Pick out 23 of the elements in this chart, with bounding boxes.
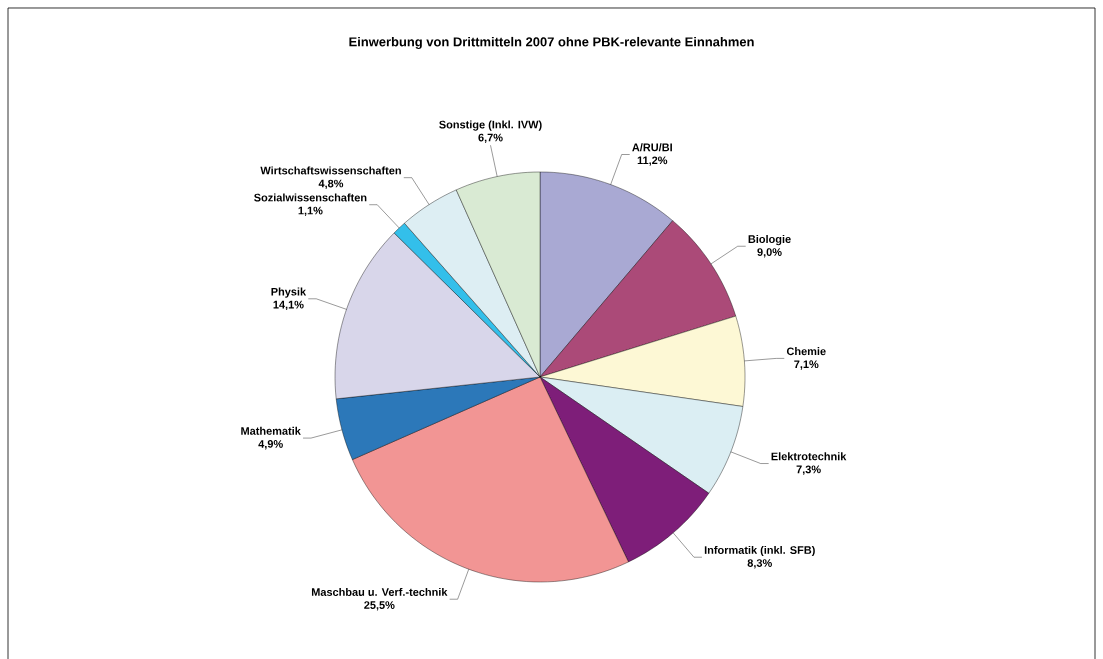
- data-label: 6,7%: [478, 133, 503, 143]
- slice-label: A/RU/BI: [632, 143, 672, 152]
- slice-label: Maschbau u. Verf.-technik: [311, 587, 448, 596]
- slice-label: Biologie: [748, 234, 791, 246]
- slice-label: Physik: [271, 287, 307, 298]
- data-label: 9,0%: [757, 248, 782, 258]
- slice-label: Wirtschaftswissenschaften: [260, 166, 401, 175]
- data-label: 8,3%: [747, 558, 772, 569]
- data-label: 4,9%: [258, 439, 283, 450]
- slice-label: Mathematik: [241, 426, 301, 435]
- slice-label: Informatik (inkl. SFB): [704, 545, 815, 556]
- data-label: 14,1%: [273, 300, 304, 310]
- data-label: 25,5%: [364, 600, 395, 611]
- slice-label: Sonstige (Inkl. IVW): [439, 120, 542, 131]
- data-label: 4,8%: [318, 179, 344, 189]
- slice-label: Sozialwissenschaften: [254, 193, 367, 202]
- slice-label: Elektrotechnik: [771, 452, 847, 461]
- data-label: 7,3%: [796, 465, 821, 475]
- chart-title: Einwerbung von Drittmitteln 2007 ohne PBK-relevante Einnahmen: [349, 36, 754, 49]
- data-label: 7,1%: [794, 360, 819, 370]
- data-label: 11,2%: [637, 156, 668, 166]
- data-label: 1,1%: [298, 206, 323, 216]
- slice-label: Chemie: [786, 346, 826, 355]
